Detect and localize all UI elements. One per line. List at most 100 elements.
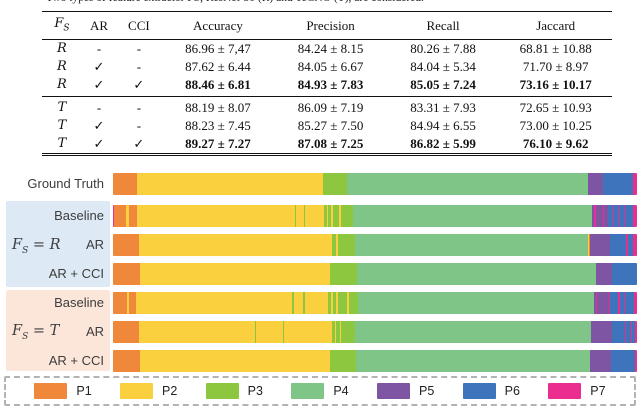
table-cell-recall: 84.94 ± 6.55 bbox=[410, 117, 476, 133]
segment-P4 bbox=[346, 173, 588, 195]
segment-P4 bbox=[352, 205, 592, 227]
segment-P4 bbox=[354, 321, 592, 343]
table-header-row: FS AR CCI Accuracy Precision Recall Jacc… bbox=[42, 11, 612, 40]
segment-P3 bbox=[323, 205, 327, 227]
segment-P1 bbox=[128, 205, 138, 227]
table-cell-accuracy: 88.23 ± 7.45 bbox=[185, 117, 251, 133]
col-header-fs: FS bbox=[42, 11, 82, 40]
segment-P2 bbox=[331, 205, 333, 227]
segment-P7 bbox=[625, 292, 627, 314]
table-cell-accuracy: 89.27 ± 7.27 bbox=[185, 135, 251, 151]
group-label-fs-r: FS = R bbox=[12, 237, 61, 256]
segment-P5 bbox=[591, 205, 595, 227]
phase-bar bbox=[113, 350, 637, 372]
segment-P5 bbox=[597, 292, 610, 314]
segment-P2 bbox=[138, 234, 333, 256]
segment-P2 bbox=[330, 292, 333, 314]
segment-P6 bbox=[619, 292, 626, 314]
segment-P2 bbox=[588, 234, 590, 256]
table-cell-jaccard: 72.65 ± 10.93 bbox=[519, 99, 592, 115]
legend-label: P7 bbox=[590, 384, 606, 398]
col-header-ar: AR bbox=[81, 11, 117, 40]
table-row: R ✓ - 87.62 ± 6.44 84.05 ± 6.67 84.04 ± 5.34 7… bbox=[42, 58, 612, 76]
phase-bar bbox=[113, 263, 637, 285]
segment-P3 bbox=[341, 321, 355, 343]
legend-label: P4 bbox=[333, 384, 349, 398]
bar-row-label: AR bbox=[85, 237, 104, 252]
segment-P2 bbox=[336, 234, 338, 256]
segment-P7 bbox=[609, 292, 611, 314]
segment-P1 bbox=[128, 292, 137, 314]
legend-swatch-p7 bbox=[548, 383, 582, 399]
table-cell-precision: 84.24 ± 8.15 bbox=[297, 40, 364, 56]
segment-P3 bbox=[332, 234, 337, 256]
segment-P2 bbox=[293, 292, 304, 314]
segment-P2 bbox=[305, 205, 324, 227]
table-row: R ✓ ✓ 88.46 ± 6.81 84.93 ± 7.83 85.05 ± 7.24 7… bbox=[42, 75, 612, 97]
legend-swatch-p2 bbox=[120, 383, 154, 399]
segment-P7 bbox=[113, 205, 115, 227]
table-cell-jaccard: 71.70 ± 8.97 bbox=[522, 58, 589, 74]
table-cell-jaccard: 73.16 ± 10.17 bbox=[499, 75, 612, 97]
group-box-resnet bbox=[6, 201, 110, 287]
segment-P7 bbox=[617, 205, 620, 227]
segment-P3 bbox=[337, 234, 356, 256]
segment-P3 bbox=[348, 292, 359, 314]
segment-P2 bbox=[304, 292, 329, 314]
segment-P6 bbox=[613, 205, 618, 227]
col-header-jaccard: Jaccard bbox=[499, 11, 612, 40]
bar-row-label: AR bbox=[85, 324, 104, 339]
table-cell-recall: 83.31 ± 7.93 bbox=[410, 99, 476, 115]
segment-P1 bbox=[113, 173, 138, 195]
results-table-wrap: FS AR CCI Accuracy Precision Recall Jacc… bbox=[42, 11, 612, 156]
table-cell-recall: 80.26 ± 7.88 bbox=[410, 40, 476, 56]
table-cell-cci: - bbox=[136, 99, 142, 115]
segment-P2 bbox=[256, 321, 283, 343]
segment-P3 bbox=[328, 205, 332, 227]
table-cell-cci: ✓ bbox=[133, 135, 145, 151]
table-cell-jaccard: 73.00 ± 10.25 bbox=[519, 117, 592, 133]
legend-label: P3 bbox=[247, 384, 263, 398]
legend-swatch-p1 bbox=[34, 383, 68, 399]
segment-P5 bbox=[590, 234, 611, 256]
bar-row-label: AR + CCI bbox=[48, 266, 104, 281]
segment-P3 bbox=[341, 205, 353, 227]
table-cell-fs: R bbox=[57, 40, 67, 56]
phase-legend: P1 P2 P3 P4 P5 P6 P7 bbox=[4, 376, 636, 406]
segment-P7 bbox=[632, 205, 637, 227]
segment-P3 bbox=[294, 205, 297, 227]
table-cell-jaccard: 76.10 ± 9.62 bbox=[522, 135, 589, 151]
segment-P3 bbox=[304, 205, 306, 227]
legend-label: P2 bbox=[162, 384, 178, 398]
segment-P5 bbox=[587, 173, 603, 195]
segment-P1 bbox=[113, 263, 141, 285]
table-body: R - -86.96 ± 7,47 84.24 ± 8.15 80.26 ± 7.88 6… bbox=[42, 39, 612, 154]
figure-caption-clipped: Two types of feature extractor FS, ResNe… bbox=[46, 0, 630, 4]
segment-P2 bbox=[347, 292, 349, 314]
segment-P2 bbox=[339, 205, 342, 227]
segment-P7 bbox=[602, 205, 604, 227]
bar-row-label: Baseline bbox=[54, 208, 104, 223]
segment-P3 bbox=[329, 350, 357, 372]
table-row: T - - 88.19 ± 8.07 86.09 ± 7.19 83.31 ± 7.93 7… bbox=[42, 96, 612, 117]
segment-P6 bbox=[602, 173, 633, 195]
segment-P1 bbox=[589, 234, 591, 256]
table-cell-precision: 87.08 ± 7.25 bbox=[297, 135, 364, 151]
legend-swatch-p3 bbox=[205, 383, 239, 399]
segment-P2 bbox=[334, 321, 337, 343]
legend-item: P1 bbox=[34, 383, 92, 399]
segment-P5 bbox=[591, 321, 613, 343]
table-cell-recall: 85.05 ± 7.24 bbox=[386, 75, 500, 97]
table-cell-accuracy: 86.96 ± 7,47 bbox=[185, 40, 251, 56]
table-cell-ar: ✓ bbox=[93, 117, 105, 133]
segment-P3 bbox=[303, 292, 305, 314]
segment-P7 bbox=[594, 205, 596, 227]
segment-P6 bbox=[625, 205, 633, 227]
segment-P3 bbox=[332, 292, 337, 314]
phase-bar bbox=[113, 205, 637, 227]
segment-P2 bbox=[284, 321, 332, 343]
segment-P4 bbox=[356, 350, 591, 372]
segment-P6 bbox=[632, 321, 636, 343]
table-row: T ✓ - 88.23 ± 7.45 85.27 ± 7.50 84.94 ± 6.55 7… bbox=[42, 117, 612, 135]
segment-P1 bbox=[113, 292, 128, 314]
